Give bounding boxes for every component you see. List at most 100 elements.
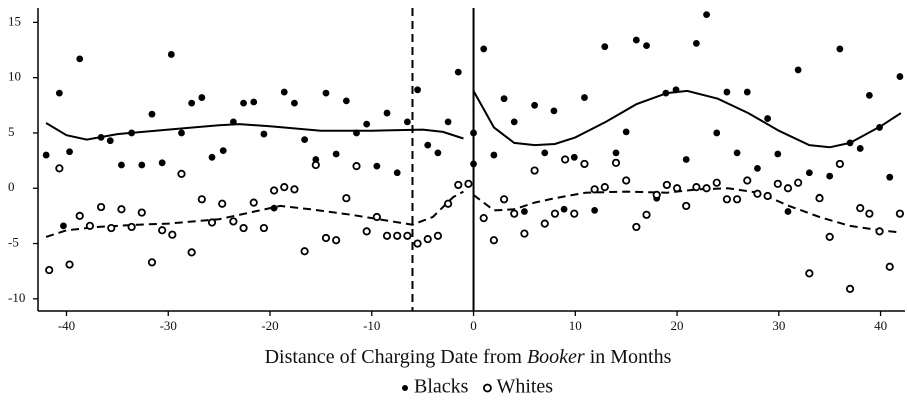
point <box>260 130 268 138</box>
point <box>682 156 690 163</box>
point <box>269 186 279 195</box>
point <box>127 222 136 232</box>
point <box>393 169 401 177</box>
point <box>291 99 298 107</box>
point <box>75 211 84 220</box>
point <box>632 222 641 232</box>
point <box>321 233 331 243</box>
legend-label: Whites <box>496 376 553 398</box>
point <box>743 88 751 96</box>
point <box>42 151 50 159</box>
point <box>489 236 498 245</box>
point <box>836 45 844 53</box>
point <box>76 55 84 63</box>
point <box>383 109 391 117</box>
point <box>520 229 529 238</box>
point <box>178 129 185 137</box>
y-tick-label: -5 <box>8 235 19 250</box>
point <box>301 136 309 143</box>
point <box>499 195 509 204</box>
point <box>826 172 834 180</box>
x-tick-label: 0 <box>470 318 477 333</box>
point <box>865 91 873 99</box>
point <box>454 68 462 76</box>
point <box>632 36 640 44</box>
point <box>601 43 609 51</box>
point <box>764 115 772 122</box>
point <box>353 129 360 137</box>
point <box>414 86 421 94</box>
point <box>45 265 54 275</box>
point <box>540 219 549 228</box>
point <box>66 148 73 156</box>
point <box>332 236 341 245</box>
y-tick-label: 0 <box>8 179 15 194</box>
point <box>470 160 477 168</box>
point <box>856 145 864 152</box>
x-tick-label: 30 <box>772 318 785 333</box>
point <box>642 210 651 219</box>
point <box>865 209 874 218</box>
point <box>590 185 599 194</box>
x-title-part: in Months <box>585 346 672 368</box>
point <box>480 45 488 53</box>
point <box>662 180 671 190</box>
point <box>311 160 320 170</box>
point <box>500 95 508 103</box>
point <box>876 124 883 131</box>
point <box>550 209 560 218</box>
x-tick-label: 20 <box>671 318 684 333</box>
point <box>784 208 792 215</box>
point <box>239 223 248 233</box>
point <box>332 150 340 158</box>
point <box>187 248 196 257</box>
point <box>805 169 813 177</box>
x-tick-label: -20 <box>261 318 278 333</box>
point <box>444 118 452 126</box>
x-title-part: Booker <box>527 346 585 368</box>
point <box>622 128 630 136</box>
point <box>434 149 442 157</box>
point <box>55 164 64 173</box>
point <box>240 99 247 107</box>
point <box>352 162 361 171</box>
point <box>362 227 371 236</box>
point <box>591 206 599 214</box>
point <box>106 137 114 145</box>
point <box>703 11 710 19</box>
point <box>622 176 631 185</box>
point <box>270 204 278 212</box>
point <box>895 209 905 218</box>
point <box>197 195 206 204</box>
point <box>60 222 67 230</box>
point <box>732 195 742 204</box>
point <box>373 162 381 170</box>
point <box>682 201 691 211</box>
point <box>672 86 680 94</box>
point <box>424 141 432 149</box>
point <box>167 51 175 58</box>
point <box>774 150 782 158</box>
y-tick-label: 15 <box>8 13 21 28</box>
point <box>794 178 803 187</box>
point <box>835 159 844 169</box>
point <box>581 94 588 101</box>
point <box>322 89 330 97</box>
point <box>433 231 443 240</box>
point <box>342 194 351 203</box>
point <box>229 217 238 226</box>
point <box>754 164 761 172</box>
x-tick-label: -30 <box>160 318 177 333</box>
point <box>413 239 422 248</box>
point <box>531 101 538 109</box>
point <box>885 262 894 271</box>
point <box>886 173 894 181</box>
point <box>712 178 721 187</box>
point <box>118 161 125 169</box>
point <box>561 155 570 164</box>
x-tick-label: -10 <box>363 318 380 333</box>
point <box>550 107 558 115</box>
x-tick-label: 40 <box>874 318 887 333</box>
point <box>479 214 488 223</box>
point <box>85 221 94 230</box>
